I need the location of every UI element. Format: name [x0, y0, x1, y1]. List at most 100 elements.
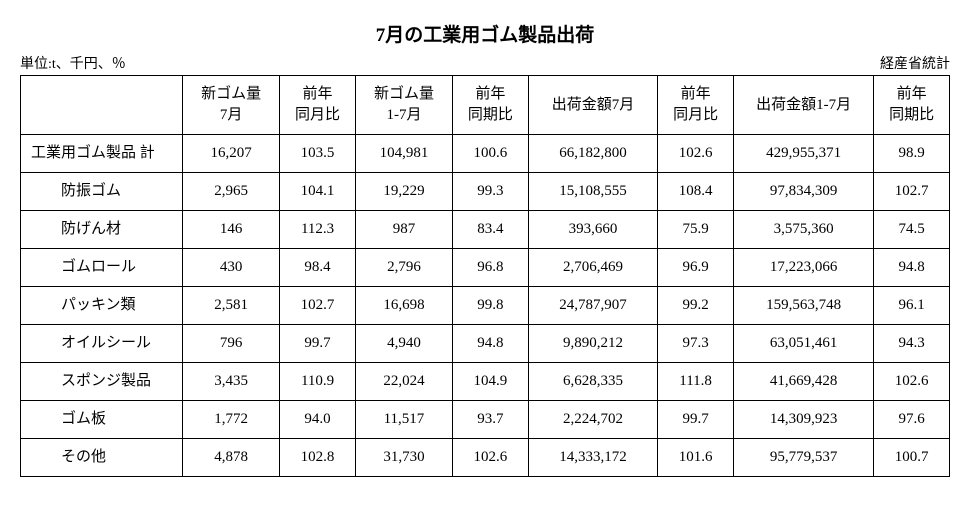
- table-row: ゴム板1,77294.011,51793.72,224,70299.714,30…: [21, 401, 950, 439]
- cell: 2,581: [183, 287, 280, 325]
- table-row: ゴムロール43098.42,79696.82,706,46996.917,223…: [21, 249, 950, 287]
- cell: 430: [183, 249, 280, 287]
- cell: 429,955,371: [733, 135, 873, 173]
- cell: 98.9: [874, 135, 950, 173]
- col-header-7: 出荷金額1-7月: [733, 76, 873, 135]
- table-row: 防げん材146112.398783.4393,66075.93,575,3607…: [21, 211, 950, 249]
- cell: 17,223,066: [733, 249, 873, 287]
- cell: 96.9: [658, 249, 734, 287]
- cell: 159,563,748: [733, 287, 873, 325]
- cell: 97,834,309: [733, 173, 873, 211]
- cell: 102.6: [453, 439, 529, 477]
- row-label: 防振ゴム: [21, 173, 183, 211]
- row-label: パッキン類: [21, 287, 183, 325]
- cell: 108.4: [658, 173, 734, 211]
- cell: 4,878: [183, 439, 280, 477]
- cell: 104.9: [453, 363, 529, 401]
- col-header-label: [21, 76, 183, 135]
- row-label: オイルシール: [21, 325, 183, 363]
- cell: 16,207: [183, 135, 280, 173]
- cell: 102.6: [874, 363, 950, 401]
- row-label: ゴム板: [21, 401, 183, 439]
- cell: 11,517: [355, 401, 452, 439]
- cell: 101.6: [658, 439, 734, 477]
- cell: 2,965: [183, 173, 280, 211]
- cell: 93.7: [453, 401, 529, 439]
- cell: 103.5: [280, 135, 356, 173]
- cell: 97.6: [874, 401, 950, 439]
- cell: 94.8: [453, 325, 529, 363]
- cell: 22,024: [355, 363, 452, 401]
- cell: 66,182,800: [528, 135, 658, 173]
- cell: 24,787,907: [528, 287, 658, 325]
- unit-label: 単位:t、千円、％: [20, 53, 126, 73]
- cell: 96.1: [874, 287, 950, 325]
- col-header-4: 前年同期比: [453, 76, 529, 135]
- cell: 104,981: [355, 135, 452, 173]
- cell: 987: [355, 211, 452, 249]
- cell: 99.7: [280, 325, 356, 363]
- cell: 94.0: [280, 401, 356, 439]
- cell: 41,669,428: [733, 363, 873, 401]
- row-label: その他: [21, 439, 183, 477]
- cell: 63,051,461: [733, 325, 873, 363]
- cell: 102.8: [280, 439, 356, 477]
- cell: 2,796: [355, 249, 452, 287]
- cell: 31,730: [355, 439, 452, 477]
- cell: 96.8: [453, 249, 529, 287]
- cell: 98.4: [280, 249, 356, 287]
- col-header-1: 新ゴム量7月: [183, 76, 280, 135]
- page-title: 7月の工業用ゴム製品出荷: [20, 20, 950, 47]
- col-header-6: 前年同月比: [658, 76, 734, 135]
- cell: 9,890,212: [528, 325, 658, 363]
- row-label: スポンジ製品: [21, 363, 183, 401]
- table-row: スポンジ製品3,435110.922,024104.96,628,335111.…: [21, 363, 950, 401]
- source-label: 経産省統計: [880, 53, 950, 73]
- cell: 3,435: [183, 363, 280, 401]
- table-row: オイルシール79699.74,94094.89,890,21297.363,05…: [21, 325, 950, 363]
- cell: 97.3: [658, 325, 734, 363]
- cell: 2,706,469: [528, 249, 658, 287]
- table-header-row: 新ゴム量7月 前年同月比 新ゴム量1-7月 前年同期比 出荷金額7月 前年同月比…: [21, 76, 950, 135]
- cell: 75.9: [658, 211, 734, 249]
- cell: 110.9: [280, 363, 356, 401]
- cell: 111.8: [658, 363, 734, 401]
- cell: 104.1: [280, 173, 356, 211]
- table-row: 工業用ゴム製品 計16,207103.5104,981100.666,182,8…: [21, 135, 950, 173]
- row-label: ゴムロール: [21, 249, 183, 287]
- col-header-2: 前年同月比: [280, 76, 356, 135]
- row-label: 工業用ゴム製品 計: [21, 135, 183, 173]
- cell: 3,575,360: [733, 211, 873, 249]
- row-label: 防げん材: [21, 211, 183, 249]
- cell: 19,229: [355, 173, 452, 211]
- cell: 100.7: [874, 439, 950, 477]
- cell: 14,309,923: [733, 401, 873, 439]
- cell: 2,224,702: [528, 401, 658, 439]
- data-table: 新ゴム量7月 前年同月比 新ゴム量1-7月 前年同期比 出荷金額7月 前年同月比…: [20, 75, 950, 477]
- cell: 6,628,335: [528, 363, 658, 401]
- cell: 146: [183, 211, 280, 249]
- table-row: 防振ゴム2,965104.119,22999.315,108,555108.49…: [21, 173, 950, 211]
- cell: 83.4: [453, 211, 529, 249]
- cell: 102.6: [658, 135, 734, 173]
- cell: 94.3: [874, 325, 950, 363]
- cell: 14,333,172: [528, 439, 658, 477]
- col-header-8: 前年同期比: [874, 76, 950, 135]
- cell: 99.2: [658, 287, 734, 325]
- table-row: パッキン類2,581102.716,69899.824,787,90799.21…: [21, 287, 950, 325]
- cell: 94.8: [874, 249, 950, 287]
- cell: 99.8: [453, 287, 529, 325]
- cell: 112.3: [280, 211, 356, 249]
- cell: 102.7: [280, 287, 356, 325]
- col-header-5: 出荷金額7月: [528, 76, 658, 135]
- cell: 100.6: [453, 135, 529, 173]
- cell: 796: [183, 325, 280, 363]
- cell: 95,779,537: [733, 439, 873, 477]
- cell: 1,772: [183, 401, 280, 439]
- cell: 74.5: [874, 211, 950, 249]
- cell: 15,108,555: [528, 173, 658, 211]
- cell: 4,940: [355, 325, 452, 363]
- table-row: その他4,878102.831,730102.614,333,172101.69…: [21, 439, 950, 477]
- cell: 16,698: [355, 287, 452, 325]
- col-header-3: 新ゴム量1-7月: [355, 76, 452, 135]
